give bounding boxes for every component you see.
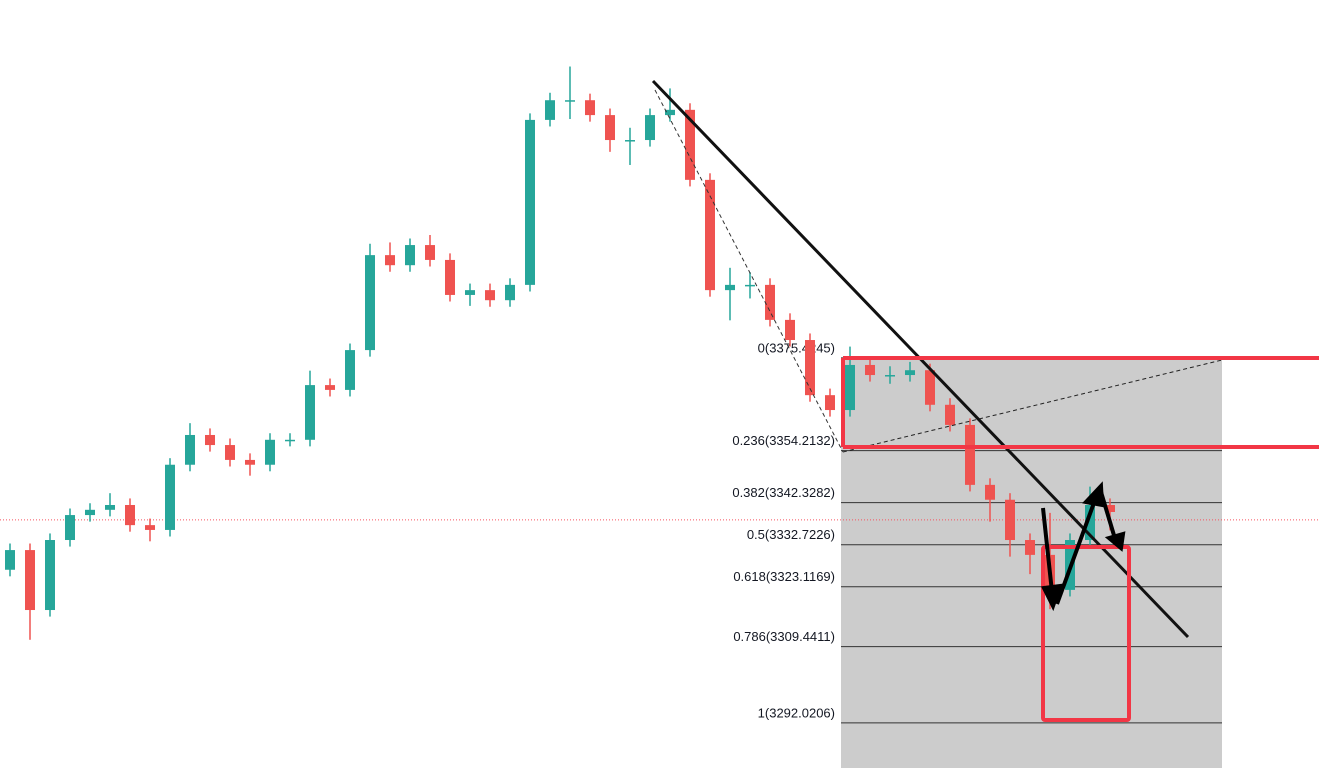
target-box <box>1041 545 1131 722</box>
candle-body <box>245 459 255 465</box>
candle-body <box>1005 499 1015 541</box>
candle-body <box>125 504 135 526</box>
candle-body <box>905 370 915 376</box>
candle-body <box>985 484 995 500</box>
candle-body <box>1025 540 1035 555</box>
candle-body <box>525 119 535 285</box>
fib-label: 0.382(3342.3282) <box>732 485 835 500</box>
fib-label: 0.5(3332.7226) <box>747 527 835 542</box>
candle-body <box>845 364 855 411</box>
candle-body <box>585 100 595 116</box>
candle-body <box>625 140 635 142</box>
candle-body <box>1105 504 1115 512</box>
candle-body <box>725 284 735 291</box>
candle-body <box>25 550 35 611</box>
candle-body <box>265 439 275 465</box>
candle-body <box>825 395 835 411</box>
fib-label: 0(3375.4245) <box>758 340 835 355</box>
candle-body <box>365 255 375 351</box>
candle-body <box>285 439 295 442</box>
candle-body <box>105 504 115 510</box>
candle-body <box>85 509 95 516</box>
candle-body <box>1085 504 1095 541</box>
candle-body <box>965 424 975 485</box>
candle-body <box>185 434 195 465</box>
candle-body <box>405 245 415 266</box>
candle-body <box>5 550 15 570</box>
fib-label: 0.618(3323.1169) <box>733 569 835 584</box>
dashed-diagonal <box>842 359 1223 453</box>
fib-levels: 0(3375.4245) 0.236(3354.2132) 0.382(3342.3… <box>732 340 1222 724</box>
candle-body <box>425 245 435 260</box>
candle-body <box>545 100 555 120</box>
dashed-leg <box>654 89 844 453</box>
candle-body <box>925 370 935 405</box>
candles <box>5 66 1115 640</box>
candle-body <box>865 364 875 376</box>
candle-body <box>485 290 495 301</box>
candle-body <box>745 284 755 287</box>
candle-body <box>65 515 75 541</box>
candle-body <box>885 375 895 377</box>
candle-body <box>385 255 395 266</box>
candle-body <box>705 179 715 291</box>
candle-body <box>765 284 775 320</box>
fib-area <box>841 358 1222 768</box>
candle-body <box>465 290 475 295</box>
candle-body <box>565 100 575 102</box>
candle-body <box>785 319 795 341</box>
candle-body <box>225 445 235 460</box>
candle-body <box>685 109 695 180</box>
candle-body <box>945 404 955 425</box>
candle-body <box>665 109 675 116</box>
candle-body <box>805 340 815 396</box>
candle-body <box>165 464 175 530</box>
candle-body <box>645 115 655 141</box>
candle-body <box>205 434 215 446</box>
candle-body <box>145 525 155 530</box>
fib-label: 1(3292.0206) <box>758 705 835 720</box>
candle-body <box>45 540 55 611</box>
candle-body <box>605 115 615 141</box>
path-arrows <box>1040 481 1126 612</box>
candle-body <box>325 385 335 390</box>
candle-body <box>505 284 515 301</box>
candle-body <box>345 350 355 390</box>
candle-body <box>305 385 315 440</box>
fib-label: 0.236(3354.2132) <box>732 433 835 448</box>
fib-label: 0.786(3309.4411) <box>733 629 835 644</box>
candle-body <box>445 259 455 295</box>
